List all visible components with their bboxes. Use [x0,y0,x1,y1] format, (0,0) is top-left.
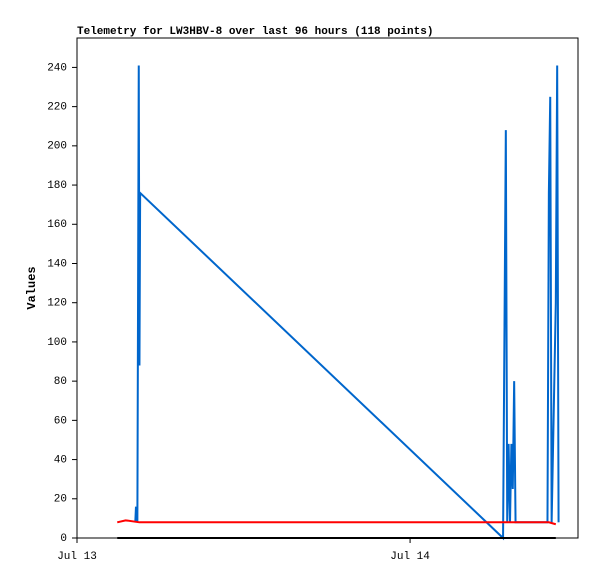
y-tick-label: 20 [54,494,67,506]
y-tick-label: 220 [47,102,67,114]
y-tick-label: 100 [47,337,67,349]
y-tick-label: 120 [47,298,67,310]
chart-title: Telemetry for LW3HBV-8 over last 96 hour… [77,26,433,38]
series-line [134,65,560,541]
y-tick-label: 160 [47,219,67,231]
y-tick-label: 200 [47,141,67,153]
y-tick-label: 0 [60,533,67,545]
y-tick-label: 140 [47,258,67,270]
y-tick-label: 40 [54,454,67,466]
y-axis-label: Values [25,266,39,309]
series-line [117,519,557,526]
y-tick-label: 180 [47,180,67,192]
y-tick-label: 80 [54,376,67,388]
y-tick-label: 240 [47,62,67,74]
y-tick-label: 60 [54,415,67,427]
x-tick-label: Jul 13 [57,551,97,563]
x-tick-label: Jul 14 [390,551,430,563]
